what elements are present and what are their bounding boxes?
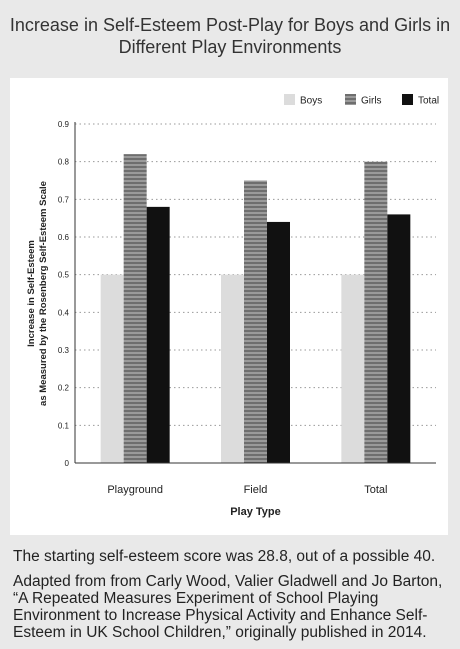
legend-label-girls: Girls xyxy=(361,96,382,107)
y-tick-label: 0.1 xyxy=(58,421,70,430)
y-tick-label: 0.3 xyxy=(58,346,70,355)
bar-chart: 0 0.1 0.2 0.3 0.4 0.5 0.6 0.7 0.8 0.9 Playground Fi… xyxy=(26,94,439,518)
x-tick-label: Playground xyxy=(107,484,163,496)
chart-notes: The starting self-esteem score was 28.8,… xyxy=(13,548,453,649)
bar-boys-total xyxy=(341,274,365,463)
note-source: Adapted from from Carly Wood, Valier Gla… xyxy=(13,573,443,641)
y-axis-title: Increase in Self-Esteemas Measured by th… xyxy=(26,181,49,406)
chart-title-line-2: Different Play Environments xyxy=(118,37,342,57)
bar-total-playground xyxy=(146,206,170,463)
bar-total-field xyxy=(267,221,290,463)
legend-label-total: Total xyxy=(418,96,439,107)
y-tick-label: 0.9 xyxy=(58,120,70,129)
y-tick-label: 0.8 xyxy=(58,158,70,167)
bar-girls-total xyxy=(364,161,388,463)
y-tick-label: 0.4 xyxy=(58,308,70,317)
bar-girls-playground xyxy=(123,154,147,463)
legend-label-boys: Boys xyxy=(300,96,322,107)
bar-total-total xyxy=(387,214,411,463)
x-tick-label: Total xyxy=(364,484,387,496)
y-tick-label: 0.2 xyxy=(58,384,70,393)
x-axis-title: Play Type xyxy=(230,506,281,518)
legend-swatch-boys xyxy=(284,94,295,105)
legend-swatch-total xyxy=(402,94,413,105)
x-tick-label: Field xyxy=(244,484,268,496)
bar-boys-field xyxy=(221,274,244,463)
y-tick-label: 0.6 xyxy=(58,233,70,242)
note-starting-score: The starting self-esteem score was 28.8,… xyxy=(13,548,436,565)
chart-panel: 0 0.1 0.2 0.3 0.4 0.5 0.6 0.7 0.8 0.9 Playground Fi… xyxy=(10,78,448,535)
y-tick-label: 0.7 xyxy=(58,195,70,204)
y-tick-label: 0.5 xyxy=(58,271,70,280)
y-axis-title-line: Increase in Self-Esteem xyxy=(26,240,37,347)
y-tick-label: 0 xyxy=(65,459,70,468)
bar-girls-field xyxy=(244,180,267,463)
chart-title-line-1: Increase in Self-Esteem Post-Play for Bo… xyxy=(9,15,451,35)
chart-title: Increase in Self-Esteem Post-Play for Bo… xyxy=(0,14,460,58)
bar-boys-playground xyxy=(100,274,124,463)
y-axis-title-line: as Measured by the Rosenberg Self-Esteem… xyxy=(38,181,49,406)
legend-swatch-girls xyxy=(345,94,356,105)
